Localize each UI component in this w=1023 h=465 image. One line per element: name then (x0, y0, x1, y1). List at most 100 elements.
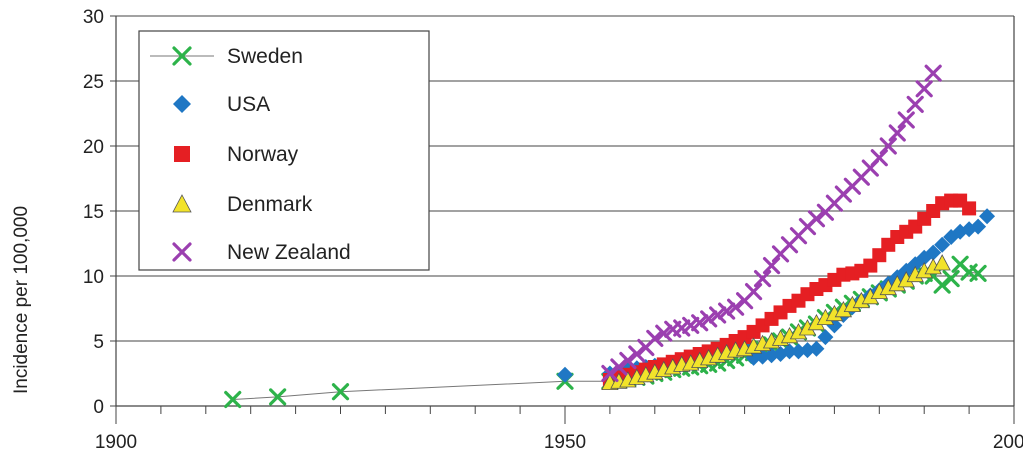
point-new-zealand-1989 (906, 95, 924, 114)
y-tick-label-25: 25 (83, 72, 104, 93)
legend-marker-norway-shape (174, 146, 190, 162)
legend-label-norway: Norway (227, 143, 299, 166)
point-new-zealand-1957-stroke-b (619, 351, 637, 370)
point-new-zealand-1965-stroke-b (691, 314, 709, 332)
point-new-zealand-1955 (601, 364, 619, 383)
point-new-zealand-1955-stroke-b (601, 364, 619, 383)
point-new-zealand-1973 (762, 257, 781, 275)
axes (110, 15, 1015, 424)
point-new-zealand-1969 (727, 298, 745, 316)
legend-marker-usa-shape (173, 95, 191, 113)
point-new-zealand-1956-stroke-b (610, 358, 628, 376)
point-usa-1997 (979, 208, 996, 225)
point-sweden-1993 (942, 270, 960, 288)
point-new-zealand-1985 (870, 149, 888, 167)
legend-marker-sweden (172, 46, 192, 66)
point-usa-1975 (781, 343, 798, 360)
point-new-zealand-1958-stroke-b (628, 345, 646, 363)
point-new-zealand-1960-stroke-b (646, 329, 664, 347)
y-tick-label-30: 30 (83, 7, 104, 28)
point-new-zealand-1987-stroke-b (888, 124, 906, 142)
point-sweden-1925 (331, 383, 350, 401)
point-usa-1975-shape (781, 343, 798, 360)
y-tick-label-15: 15 (83, 202, 104, 223)
point-new-zealand-1990-stroke-b (915, 80, 933, 98)
point-new-zealand-1991-stroke-b (924, 64, 942, 82)
point-usa-1991 (925, 244, 942, 261)
point-new-zealand-1967 (709, 306, 727, 324)
point-sweden-1992 (933, 276, 951, 294)
point-new-zealand-1966-stroke-b (700, 310, 718, 328)
point-usa-1991-shape (925, 244, 942, 261)
point-usa-1996 (970, 218, 987, 235)
point-new-zealand-1965 (691, 314, 709, 332)
point-usa-1997-shape (979, 208, 996, 225)
point-new-zealand-1986 (879, 137, 897, 155)
legend-label-usa: USA (227, 93, 270, 116)
legend-marker-new-zealand (172, 242, 192, 262)
point-usa-1950-shape (557, 366, 573, 383)
point-new-zealand-1960 (646, 329, 664, 347)
point-norway-1995-shape (962, 201, 977, 216)
legend: Sweden USA Norway Denmark New Zealand (138, 30, 430, 271)
point-usa-1978 (808, 340, 825, 357)
y-tick-label-0: 0 (93, 397, 104, 418)
point-sweden-1996-stroke-b (969, 264, 987, 282)
y-tick-label-5: 5 (93, 332, 104, 353)
legend-marker-sweden-stroke-b (172, 46, 192, 66)
legend-marker-usa (173, 95, 191, 113)
point-new-zealand-1988-stroke-b (897, 111, 915, 129)
point-usa-1992-shape (934, 236, 951, 253)
legend-label-denmark: Denmark (227, 193, 313, 216)
point-sweden-1913 (224, 390, 242, 409)
point-usa-1992 (934, 236, 951, 253)
point-new-zealand-1966 (700, 310, 718, 328)
point-new-zealand-1986-stroke-b (879, 137, 897, 155)
point-denmark-1992-shape (933, 254, 951, 271)
point-sweden-1918 (269, 388, 287, 406)
point-sweden-1918-stroke-b (269, 388, 287, 406)
series-denmark (601, 254, 951, 391)
x-tick-label-1900: 1900 (95, 432, 137, 453)
point-usa-1996-shape (970, 218, 987, 235)
point-new-zealand-1991 (924, 64, 942, 82)
point-sweden-1994-stroke-b (951, 255, 969, 273)
legend-marker-norway (174, 146, 190, 162)
point-sweden-1996 (969, 264, 987, 282)
y-tick-label-20: 20 (83, 137, 104, 158)
legend-marker-denmark-shape (172, 194, 192, 213)
point-new-zealand-1967-stroke-b (709, 306, 727, 324)
y-axis-title: Incidence per 100,000 (11, 206, 32, 394)
point-new-zealand-1989-stroke-b (906, 95, 924, 114)
point-usa-1979 (817, 329, 834, 346)
point-new-zealand-1987 (888, 124, 906, 142)
point-sweden-1993-stroke-b (942, 270, 960, 288)
series-layer (224, 64, 996, 409)
point-new-zealand-1968-stroke-b (718, 302, 736, 320)
point-new-zealand-1973-stroke-b (762, 257, 781, 275)
x-tick-label-2000: 2000 (993, 432, 1023, 453)
point-norway-1995 (962, 201, 977, 216)
point-new-zealand-1957 (619, 351, 637, 370)
point-new-zealand-1958 (628, 345, 646, 363)
point-usa-1950 (557, 366, 573, 383)
legend-marker-denmark (172, 194, 192, 213)
point-new-zealand-1978 (807, 210, 826, 228)
point-new-zealand-1990 (915, 80, 933, 98)
point-denmark-1992 (933, 254, 951, 271)
x-tick-label-1950: 1950 (544, 432, 586, 453)
point-new-zealand-1988 (897, 111, 915, 129)
point-new-zealand-1956 (610, 358, 628, 376)
point-usa-1979-shape (817, 329, 834, 346)
point-new-zealand-1961 (655, 324, 673, 342)
legend-label-new-zealand: New Zealand (227, 241, 351, 264)
point-new-zealand-1985-stroke-b (870, 149, 888, 167)
point-new-zealand-1978-stroke-b (807, 210, 826, 228)
point-new-zealand-1969-stroke-b (727, 298, 745, 316)
point-new-zealand-1971 (744, 283, 763, 301)
point-sweden-1992-stroke-b (933, 276, 951, 294)
series-new-zealand (601, 64, 942, 383)
point-usa-1978-shape (808, 340, 825, 357)
point-sweden-1913-stroke-b (224, 390, 242, 409)
